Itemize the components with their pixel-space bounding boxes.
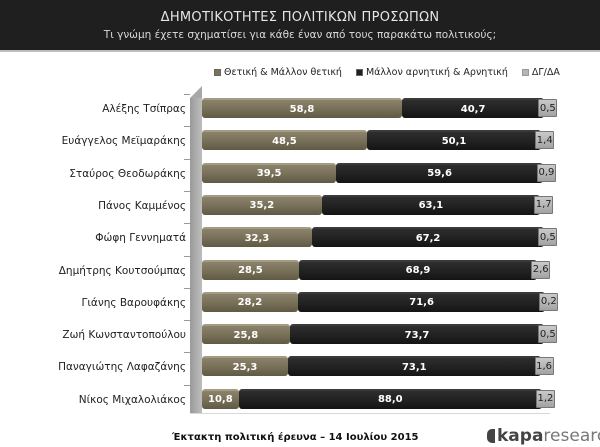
chart-legend: Θετική & Μάλλον θετική Μάλλον αρνητική &…: [214, 67, 560, 78]
bar-row: Δημήτρης Κουτσούμπας 28,5 68,9 2,6: [0, 259, 600, 284]
bar-dkna: 0,5: [538, 325, 558, 344]
bar-negative: 67,2: [311, 227, 545, 248]
axis-tick: [184, 352, 190, 354]
axis-tick: [184, 190, 190, 192]
bar-dkna: 1,2: [535, 389, 555, 408]
bar-row: Ζωή Κωνσταντοπούλου 25,8 73,7 0,5: [0, 324, 600, 348]
axis-tick: [184, 320, 190, 322]
axis-tick: [184, 287, 190, 289]
category-label: Αλέξης Τσίπρας: [102, 103, 186, 115]
bar-negative: 73,1: [288, 356, 541, 377]
bar-negative: 40,7: [401, 98, 545, 118]
bar-dkna: 0,2: [539, 292, 559, 311]
bar-negative: 73,7: [289, 324, 545, 345]
bar-row: Ευάγγελος Μεϊμαράκης 48,5 50,1 1,4: [0, 130, 600, 154]
bar-dkna: 1,4: [535, 131, 555, 150]
bar-positive: 32,3: [202, 227, 312, 248]
bar-row: Γιάνης Βαρουφάκης 28,2 71,6 0,2: [0, 291, 600, 316]
bar-row: Νίκος Μιχαλολιάκος 10,8 88,0 1,2: [0, 388, 600, 413]
legend-item-dkna: ΔΓ/ΔΑ: [521, 67, 560, 78]
axis-tick: [184, 223, 190, 225]
bar-positive: 28,5: [202, 259, 299, 280]
bar-negative: 68,9: [298, 259, 538, 280]
bar-positive: 10,8: [202, 388, 239, 409]
source-note: Έκτακτη πολιτική έρευνα – 14 Ιουλίου 201…: [172, 432, 419, 443]
axis-wall: [190, 98, 202, 413]
chart-subtitle: Τι γνώμη έχετε σχηματίσει για κάθε έναν …: [103, 29, 497, 41]
legend-label-dkna: ΔΓ/ΔΑ: [531, 67, 560, 78]
bar-negative: 71,6: [297, 291, 546, 312]
bar-row: Πάνος Καμμένος 35,2 63,1 1,7: [0, 194, 600, 219]
bar-positive: 58,8: [202, 98, 402, 118]
bar-positive: 48,5: [202, 130, 367, 151]
bar-row: Παναγιώτης Λαφαζάνης 25,3 73,1 1,6: [0, 356, 600, 380]
category-label: Νίκος Μιχαλολιάκος: [78, 393, 186, 406]
category-label: Δημήτρης Κουτσούμπας: [58, 264, 186, 277]
legend-item-positive: Θετική & Μάλλον θετική: [214, 67, 342, 78]
brand-logo: kapa research: [487, 426, 600, 446]
axis-tick: [184, 384, 190, 386]
category-label: Φώφη Γεννηματά: [95, 232, 186, 245]
bar-dkna: 2,6: [531, 260, 551, 279]
axis-wall-top: [190, 86, 202, 98]
bar-positive: 35,2: [202, 194, 322, 215]
bar-dkna: 0,9: [536, 163, 556, 182]
bar-row: Αλέξης Τσίπρας 58,8 40,7 0,5: [0, 98, 600, 122]
chart-title: ΔΗΜΟΤΙΚΟΤΗΤΕΣ ΠΟΛΙΤΙΚΩΝ ΠΡΟΣΩΠΩΝ: [160, 10, 440, 25]
chart-header: ΔΗΜΟΤΙΚΟΤΗΤΕΣ ΠΟΛΙΤΙΚΩΝ ΠΡΟΣΩΠΩΝ Τι γνώμ…: [0, 0, 600, 52]
bar-negative: 63,1: [321, 194, 541, 215]
legend-item-negative: Μάλλον αρνητική & Αρνητική: [355, 67, 508, 78]
category-label: Ζωή Κωνσταντοπούλου: [62, 329, 186, 342]
axis-tick: [184, 255, 190, 257]
bar-positive: 28,2: [202, 291, 298, 312]
category-label: Σταύρος Θεοδωράκης: [69, 167, 186, 180]
bar-dkna: 0,5: [538, 99, 558, 117]
category-label: Παναγιώτης Λαφαζάνης: [58, 361, 186, 374]
legend-swatch-negative: [355, 69, 363, 76]
bar-positive: 25,8: [202, 324, 290, 345]
bar-dkna: 1,7: [534, 195, 554, 214]
bar-dkna: 0,5: [538, 228, 558, 247]
axis-tick: [184, 94, 190, 95]
axis-floor: [190, 413, 550, 414]
axis-tick: [184, 158, 190, 160]
bar-negative: 88,0: [238, 388, 542, 409]
legend-label-negative: Μάλλον αρνητική & Αρνητική: [365, 67, 508, 78]
category-label: Πάνος Καμμένος: [98, 199, 186, 212]
bar-dkna: 1,6: [534, 357, 554, 376]
legend-swatch-dkna: [521, 69, 529, 76]
category-label: Ευάγγελος Μεϊμαράκης: [61, 135, 186, 148]
bar-negative: 50,1: [366, 130, 542, 151]
bar-positive: 25,3: [202, 356, 289, 377]
logo-mark-icon: [487, 429, 495, 443]
bar-positive: 39,5: [202, 162, 337, 183]
legend-swatch-positive: [214, 69, 221, 76]
bar-row: Φώφη Γεννηματά 32,3 67,2 0,5: [0, 227, 600, 251]
logo-light-text: research: [543, 426, 600, 446]
category-label: Γιάνης Βαρουφάκης: [81, 296, 187, 309]
bar-row: Σταύρος Θεοδωράκης 39,5 59,6 0,9: [0, 162, 600, 187]
axis-tick: [184, 126, 190, 128]
bar-negative: 59,6: [336, 162, 543, 183]
legend-label-positive: Θετική & Μάλλον θετική: [224, 67, 342, 78]
logo-bold-text: kapa: [497, 426, 544, 446]
